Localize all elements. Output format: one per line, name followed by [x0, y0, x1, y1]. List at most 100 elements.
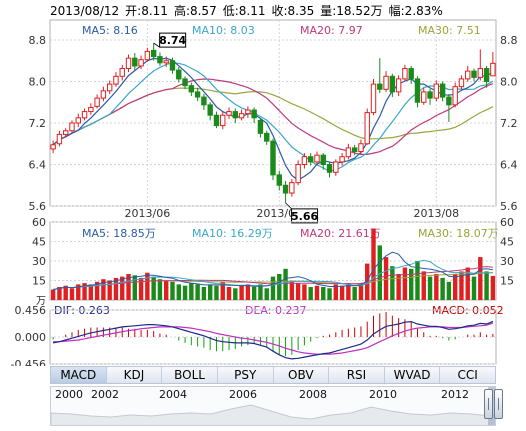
candle-body	[144, 50, 151, 61]
candle-body	[383, 75, 389, 90]
candle-body	[56, 133, 63, 145]
volume-bar	[264, 288, 269, 300]
volume-bar	[383, 257, 389, 300]
candle-body	[270, 140, 276, 176]
tab-obv[interactable]: OBV	[274, 367, 330, 383]
navigator-left-handle[interactable]	[484, 389, 493, 419]
volume-ma5-line	[52, 251, 493, 291]
candle-body	[339, 156, 345, 163]
candle-body	[452, 86, 458, 106]
price-axis-tick-left: 8.8	[29, 34, 47, 47]
volume-axis-tick-right: 15	[500, 275, 514, 288]
price-x-tick: 2013/06	[125, 207, 171, 220]
candle-body	[232, 111, 239, 119]
tab-cci[interactable]: CCI	[457, 368, 478, 382]
candle-body	[471, 70, 477, 78]
volume-axis-tick-left: 60	[32, 216, 46, 229]
navigator-right-handle[interactable]	[494, 389, 503, 419]
candle-body	[119, 68, 125, 77]
volume-bar	[220, 281, 225, 300]
candle-body	[220, 114, 226, 127]
tab-macd[interactable]: MACD	[51, 367, 107, 383]
candle-body	[377, 83, 383, 90]
price-axis-tick-right: 8.8	[500, 34, 518, 47]
candle-body	[81, 111, 88, 119]
candle-body	[439, 83, 446, 98]
candle-body	[100, 90, 107, 99]
candle-body	[169, 60, 176, 71]
candle-body	[106, 83, 113, 92]
price-axis-tick-left: 8.0	[29, 76, 47, 89]
price-axis-tick-right: 6.4	[500, 159, 518, 172]
candle-body	[483, 68, 490, 82]
candle-body	[264, 132, 270, 142]
candle-body	[132, 57, 138, 67]
annotation-box	[291, 208, 319, 224]
macd-axis-tick: -0.456	[11, 358, 46, 366]
ma20-line	[52, 78, 494, 155]
volume-bar	[120, 276, 125, 300]
tab-rsi[interactable]: RSI	[329, 367, 385, 383]
volume-bar	[63, 285, 68, 300]
navigator-year: 2004	[159, 388, 187, 401]
candle-body	[414, 78, 421, 103]
volume-axis-tick-left: 30	[32, 255, 46, 268]
tab-wvad[interactable]: WVAD	[385, 367, 441, 383]
header-date: 2013/08/12	[50, 4, 120, 18]
volume-axis-tick-left: 15	[32, 275, 46, 288]
candle-body	[351, 147, 358, 153]
volume-bar	[427, 276, 433, 300]
indicator-tabs: MACD KDJ BOLL PSY OBV RSI WVAD CCI	[50, 366, 496, 384]
timeline-navigator[interactable]: 2000 2002 2004 2006 2008 2010 2012	[50, 386, 496, 426]
volume-bar	[170, 281, 175, 300]
volume-bar	[189, 283, 194, 300]
volume-bar	[239, 285, 244, 300]
volume-bar	[402, 267, 408, 300]
volume-bar	[270, 276, 276, 300]
tab-kdj[interactable]: KDJ	[107, 367, 163, 383]
candle-body	[194, 91, 201, 98]
price-axis-tick-right: 5.6	[500, 200, 518, 213]
volume-ma5-legend: MA5: 18.85万	[82, 227, 156, 240]
candle-body	[389, 75, 396, 93]
candle-body	[150, 49, 157, 58]
candle-body	[421, 91, 427, 103]
stock-chart[interactable]: 8.8 8.8 8.0 8.0 7.2 7.2 6.4 6.4 5.6 5.6 2013/06 201…	[0, 0, 526, 366]
navigator-year: 2012	[441, 388, 469, 401]
candle-body	[188, 85, 195, 93]
price-axis-tick-left: 5.6	[29, 200, 47, 213]
candle-body	[477, 68, 483, 78]
tab-boll[interactable]: BOLL	[162, 367, 218, 383]
volume-bar	[446, 281, 452, 300]
candle-body	[238, 113, 245, 119]
price-axis-tick-left: 7.2	[29, 117, 47, 130]
price-panel-frame	[49, 19, 497, 207]
annotation-leader	[153, 42, 160, 48]
header-high: 高:8.57	[173, 4, 217, 18]
candle-body	[163, 60, 169, 64]
candle-body	[257, 119, 264, 134]
volume-bar	[377, 245, 382, 300]
volume-bar	[408, 268, 414, 300]
volume-bar	[277, 274, 282, 300]
price-ma30-legend: MA30: 7.51	[418, 24, 481, 37]
volume-bar	[214, 285, 219, 300]
header-change: 幅:2.83%	[388, 4, 443, 18]
candle-body	[307, 156, 314, 163]
candle-body	[333, 161, 339, 173]
volume-axis-tick-right: 45	[500, 236, 514, 249]
macd-axis-tick: 0.456	[15, 304, 47, 317]
volume-bar	[440, 277, 445, 300]
volume-bar	[308, 287, 313, 300]
candle-body	[490, 62, 496, 77]
candle-body	[433, 83, 440, 99]
candle-body	[358, 143, 364, 153]
volume-bar	[459, 271, 464, 300]
tab-psy[interactable]: PSY	[218, 367, 274, 383]
candle-body	[251, 109, 257, 119]
volume-axis-tick-left: 45	[32, 236, 46, 249]
volume-ma10-line	[52, 259, 493, 291]
volume-bar	[201, 287, 207, 300]
navigator-year: 2000	[55, 388, 83, 401]
volume-bar	[132, 275, 138, 300]
